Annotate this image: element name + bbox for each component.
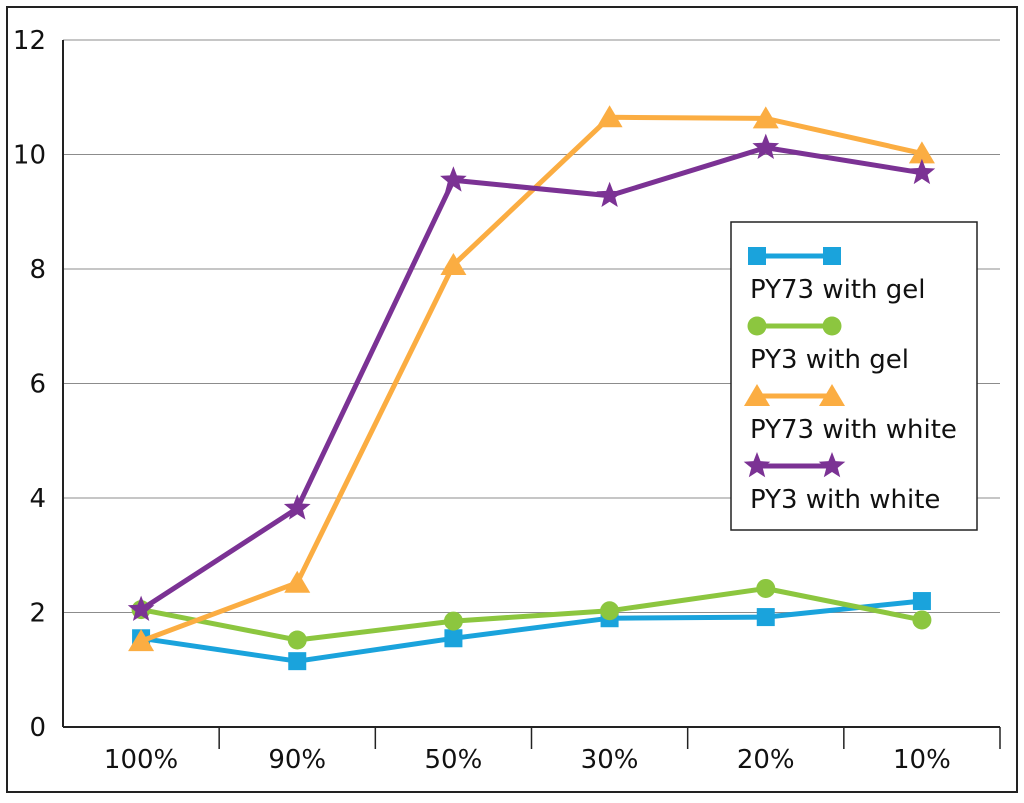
y-tick-label: 4: [29, 484, 46, 514]
y-tick-label: 10: [13, 141, 46, 171]
y-tick-label: 0: [29, 713, 46, 743]
x-tick-label: 100%: [104, 745, 178, 775]
legend-label: PY73 with white: [750, 415, 957, 445]
series-line: [139, 145, 923, 612]
data-point-circle: [443, 611, 463, 631]
data-point-square: [288, 652, 307, 671]
data-point-star: [440, 166, 467, 192]
data-point-triangle: [128, 629, 155, 652]
legend-entry: PY3 with white: [743, 452, 940, 515]
series-lines: [127, 105, 936, 671]
x-tick-label: 50%: [425, 745, 483, 775]
data-point-triangle: [908, 141, 935, 164]
series-line: [140, 598, 923, 664]
x-tick-label: 10%: [893, 745, 951, 775]
data-point-star: [596, 181, 623, 207]
y-tick-label: 12: [13, 26, 46, 56]
data-point-square: [444, 629, 463, 648]
legend-box: [730, 221, 978, 531]
series-square: [132, 592, 931, 671]
data-point-circle: [756, 578, 776, 598]
data-point-circle: [600, 601, 620, 621]
legend: PY73 with gel PY3 with gel PY73 with white…: [730, 221, 978, 531]
legend-marker-triangle: [744, 384, 770, 406]
data-point-triangle: [596, 105, 623, 128]
legend-label: PY73 with gel: [750, 275, 926, 305]
data-point-square: [912, 592, 931, 611]
y-tick-label: 2: [29, 599, 46, 629]
series-line: [140, 114, 923, 644]
axes: 0 2 4 6 8 10 12 100% 90% 50% 30% 20% 10%: [13, 26, 1001, 775]
series-line: [140, 586, 923, 643]
legend-marker-star: [743, 452, 771, 478]
legend-label: PY3 with gel: [750, 345, 909, 375]
x-tick-label: 90%: [268, 745, 326, 775]
series-star: [127, 133, 936, 621]
data-point-triangle: [440, 252, 467, 275]
legend-marker-circle: [747, 316, 767, 336]
data-point-star: [127, 595, 155, 621]
legend-marker-star: [818, 452, 846, 478]
y-tick-label: 8: [29, 255, 46, 285]
legend-label: PY3 with white: [750, 485, 940, 515]
y-tick-label: 6: [29, 370, 46, 400]
legend-entry: PY3 with gel: [747, 316, 909, 375]
data-point-triangle: [284, 570, 311, 593]
series-triangle: [128, 105, 935, 652]
legend-marker-circle: [822, 316, 842, 336]
x-tick-label: 30%: [581, 745, 639, 775]
data-point-circle: [287, 630, 307, 650]
data-point-circle: [912, 610, 932, 630]
data-point-triangle: [752, 106, 779, 129]
data-point-star: [908, 158, 936, 185]
legend-entry: PY73 with white: [744, 384, 957, 445]
legend-entry: PY73 with gel: [748, 247, 926, 305]
data-point-star: [752, 133, 780, 159]
legend-marker-square: [823, 247, 841, 265]
x-tick-label: 20%: [737, 745, 795, 775]
data-point-square: [756, 608, 775, 627]
legend-marker-square: [748, 247, 766, 265]
legend-marker-triangle: [819, 384, 845, 406]
data-point-star: [283, 494, 311, 520]
